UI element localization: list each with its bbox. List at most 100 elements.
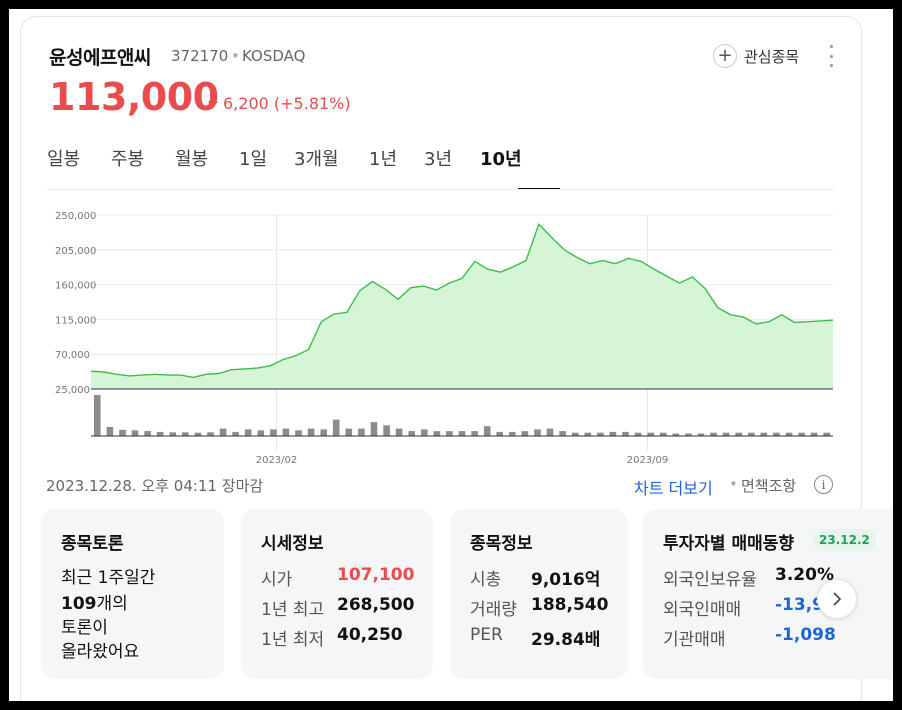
price-change: 6,200 (+5.81%) [223,94,351,113]
volume-bar [345,428,353,436]
watchlist-button[interactable]: + 관심종목 [713,43,799,69]
info-icon[interactable]: i [814,475,833,494]
stock-code: 372170 [171,47,229,65]
volume-bar [194,432,202,436]
institution-trade-value: -1,098 [775,625,836,645]
y-tick-label: 205,000 [55,246,96,257]
volume-bar [94,395,101,436]
volume-bar [219,428,227,436]
stock-name[interactable]: 윤성에프앤씨 [49,47,151,69]
y-tick-label: 115,000 [55,315,96,326]
current-price: 113,000 [49,75,219,119]
tab-1year[interactable]: 1년 [369,149,398,170]
volume-bar [647,432,654,436]
tab-monthly[interactable]: 월봉 [175,149,209,170]
volume-bar [282,428,290,436]
volume-bar [131,430,139,436]
volume-bar [546,428,554,436]
volume-bar [722,432,730,436]
price-area [91,224,833,389]
volume-bar [760,432,768,436]
tab-weekly[interactable]: 주봉 [111,149,145,170]
forum-panel[interactable]: 종목토론 최근 1주일간 109개의 토론이 올라왔어요 [41,509,224,679]
forum-text-line1: 최근 1주일간 [61,568,156,588]
volume-bar [659,432,667,436]
footer-separator: • [729,475,738,493]
volume-bar [773,432,780,436]
up-triangle-icon [208,96,218,103]
investor-trend-title: 투자자별 매매동향 [663,534,795,554]
volume-bar [232,431,239,436]
volume-bar [521,431,529,436]
stock-info-panel[interactable]: 종목정보 시총 9,016억 거래량 188,540 PER 29.84배 [450,509,628,679]
volume-bar [571,432,579,436]
market-cap-label: 시총 [470,570,502,590]
institution-trade-label: 기관매매 [663,630,726,650]
disclaimer-link[interactable]: 면책조항 [741,477,797,495]
y-tick-label: 70,000 [55,350,90,361]
price-chart[interactable]: 250,000 205,000 160,000 115,000 70,000 25,000… [43,205,843,467]
volume-bar [244,429,252,436]
viewport: 윤성에프앤씨 372170 • KOSDAQ + 관심종목 113,000 6,… [9,9,893,701]
tab-3year[interactable]: 3년 [424,149,453,170]
volume-bar [307,428,315,436]
date-badge: 23.12.2 [813,529,876,551]
volume-bar [270,429,277,436]
forum-count-suffix: 개의 [96,594,128,614]
volume-bar [332,419,340,436]
tab-1day[interactable]: 1일 [239,149,268,170]
volume-bar [823,432,830,436]
quote-panel[interactable]: 시세정보 시가 107,100 1년 최고 268,500 1년 최저 40,2… [241,509,433,679]
kebab-icon[interactable] [827,45,835,67]
price-change-percent: (+5.81%) [273,94,351,113]
volume-bar [383,425,390,436]
tabs-divider [47,189,835,190]
volume-bar [182,432,189,436]
open-value: 107,100 [337,565,415,585]
volume-bar [634,432,642,436]
year-high-label: 1년 최고 [261,600,325,620]
volume-bar [785,432,793,436]
open-label: 시가 [261,570,293,590]
volume-bar [295,430,302,436]
volume-bar [446,431,453,436]
volume-bar [697,433,705,436]
forum-title: 종목토론 [61,534,124,554]
volume-bar [433,431,441,436]
volume-bar [106,427,114,436]
forum-text-line2: 109개의 [61,589,128,614]
volume-bar [622,431,629,436]
year-low-value: 40,250 [337,625,403,645]
forum-count: 109 [61,594,97,614]
volume-value: 188,540 [531,595,609,615]
quote-title: 시세정보 [261,534,324,554]
market-timestamp: 2023.12.28. 오후 04:11 장마감 [46,477,264,495]
tab-3month[interactable]: 3개월 [294,149,339,170]
per-value: 29.84배 [531,630,601,650]
volume-bar [798,432,805,436]
volume-bar [408,431,415,436]
tab-daily[interactable]: 일봉 [47,149,81,170]
y-tick-label: 25,000 [55,385,90,396]
volume-bar [207,432,214,436]
y-tick-label: 250,000 [55,211,96,222]
volume-label: 거래량 [470,600,517,620]
watchlist-label: 관심종목 [744,47,800,66]
x-tick-label: 2023/09 [627,455,669,466]
volume-bar [358,428,365,436]
chart-more-link[interactable]: 차트 더보기 [634,479,713,498]
x-tick-label: 2023/02 [256,455,298,466]
volume-bar [156,431,164,436]
market-cap-value: 9,016억 [531,570,601,590]
volume-bar [144,431,151,436]
volume-bar [685,433,692,436]
volume-bar [597,432,604,436]
foreign-trade-value: -13,9 [775,595,824,615]
volume-bar [169,432,177,436]
volume-bar [395,428,403,436]
volume-bar [609,431,617,436]
next-panel-button[interactable] [817,579,857,619]
per-label: PER [470,625,503,645]
volume-bar [320,429,327,436]
tab-10year[interactable]: 10년 [480,149,522,170]
